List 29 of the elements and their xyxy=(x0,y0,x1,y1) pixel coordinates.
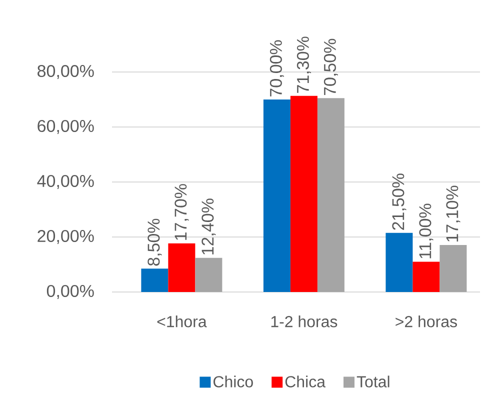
bar xyxy=(412,262,440,292)
bar xyxy=(168,243,196,292)
bar xyxy=(386,232,413,292)
x-tick-label: 1-2 horas xyxy=(271,316,338,328)
x-tick-label: <1hora xyxy=(157,316,207,328)
data-label: 21,50% xyxy=(392,174,406,230)
data-label: 70,00% xyxy=(270,40,284,96)
bar xyxy=(317,98,344,292)
legend-label: Chica xyxy=(285,376,326,388)
x-tick-label: >2 horas xyxy=(396,316,457,328)
legend-label: Chico xyxy=(214,376,253,388)
data-label: 70,50% xyxy=(324,38,338,96)
y-tick-label: 20,00% xyxy=(38,230,94,244)
y-tick-label: 80,00% xyxy=(38,64,94,80)
legend-label: Total xyxy=(356,376,390,388)
data-label: 71,30% xyxy=(296,36,311,93)
data-label: 12,40% xyxy=(202,198,216,254)
bar xyxy=(290,96,318,292)
y-tick-label: 60,00% xyxy=(38,120,94,134)
data-label: 17,70% xyxy=(174,184,189,240)
bar xyxy=(440,244,467,292)
bar xyxy=(141,268,168,292)
bar xyxy=(195,258,222,292)
data-label: 8,50% xyxy=(148,218,162,266)
data-label: 11,00% xyxy=(419,204,434,258)
bar xyxy=(263,100,290,292)
data-label: 17,10% xyxy=(446,186,460,242)
y-tick-label: 0,00% xyxy=(46,284,94,300)
y-tick-label: 40,00% xyxy=(37,174,94,190)
